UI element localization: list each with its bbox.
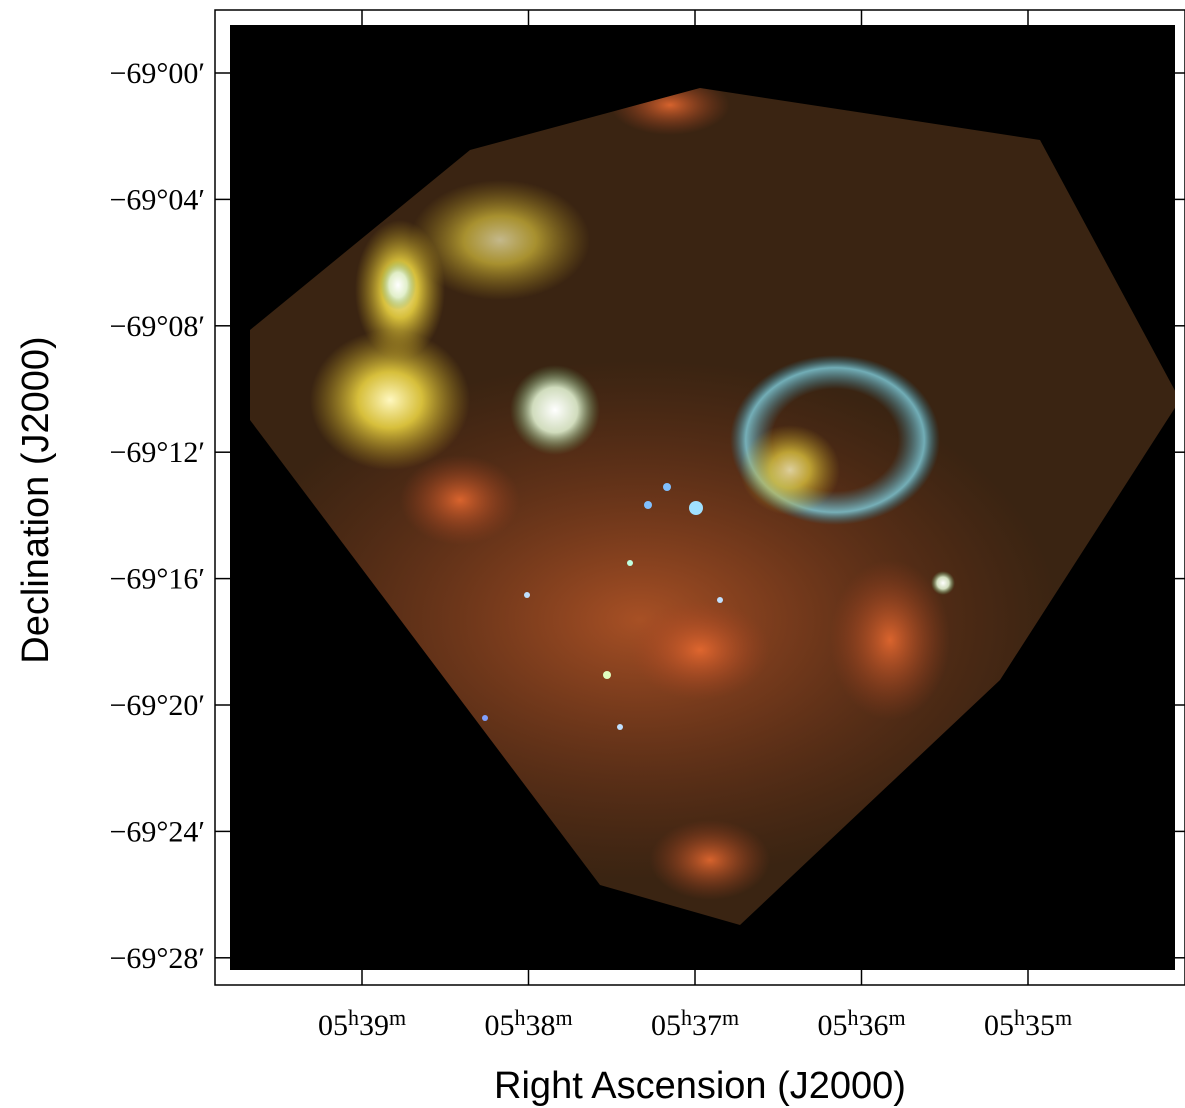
x-tick-number: 05 bbox=[651, 1009, 681, 1042]
x-tick-number: 38 bbox=[525, 1009, 555, 1042]
x-tick-unit: m bbox=[1055, 1005, 1072, 1030]
y-tick-label: −69°08′ bbox=[110, 310, 205, 343]
x-tick-unit: m bbox=[555, 1005, 572, 1030]
x-tick-label: 05h39m bbox=[318, 1005, 406, 1042]
x-tick-number: 05 bbox=[984, 1009, 1014, 1042]
x-axis-title: Right Ascension (J2000) bbox=[494, 1065, 906, 1107]
x-tick-unit: h bbox=[514, 1005, 525, 1030]
x-tick-number: 05 bbox=[817, 1009, 847, 1042]
y-tick-label: −69°24′ bbox=[110, 815, 205, 848]
y-axis-title: Declination (J2000) bbox=[15, 336, 57, 663]
y-tick-label: −69°12′ bbox=[110, 436, 205, 469]
x-tick-label: 05h35m bbox=[984, 1005, 1072, 1042]
x-tick-number: 36 bbox=[858, 1009, 888, 1042]
x-tick-number: 39 bbox=[359, 1009, 389, 1042]
x-tick-unit: h bbox=[847, 1005, 858, 1030]
plot-frame bbox=[214, 9, 1185, 986]
x-tick-unit: h bbox=[681, 1005, 692, 1030]
y-tick-label: −69°16′ bbox=[110, 563, 205, 596]
x-tick-unit: m bbox=[888, 1005, 905, 1030]
x-tick-unit: h bbox=[1014, 1005, 1025, 1030]
x-tick-unit: m bbox=[389, 1005, 406, 1030]
x-tick-number: 35 bbox=[1025, 1009, 1055, 1042]
sky-image bbox=[250, 88, 1175, 925]
y-tick-label: −69°00′ bbox=[110, 57, 205, 90]
x-tick-label: 05h38m bbox=[484, 1005, 572, 1042]
y-tick-label: −69°04′ bbox=[110, 183, 205, 216]
x-tick-number: 37 bbox=[692, 1009, 722, 1042]
y-tick-label: −69°28′ bbox=[110, 942, 205, 975]
x-tick-unit: h bbox=[348, 1005, 359, 1030]
y-tick-label: −69°20′ bbox=[110, 689, 205, 722]
x-tick-label: 05h37m bbox=[651, 1005, 739, 1042]
x-tick-unit: m bbox=[722, 1005, 739, 1030]
x-tick-number: 05 bbox=[318, 1009, 348, 1042]
x-tick-number: 05 bbox=[484, 1009, 514, 1042]
x-tick-label: 05h36m bbox=[817, 1005, 905, 1042]
